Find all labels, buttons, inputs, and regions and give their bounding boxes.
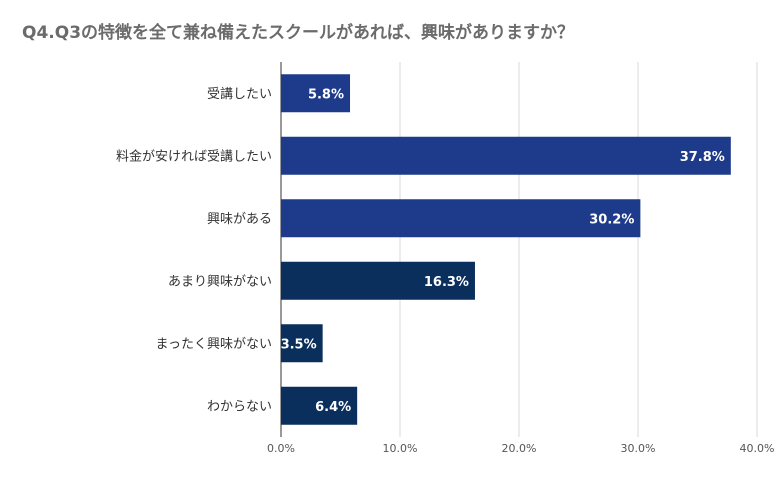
x-tick-label: 10.0% — [383, 442, 418, 455]
bar-value-label: 3.5% — [281, 337, 317, 352]
bar-value-label: 37.8% — [680, 150, 725, 165]
category-label: 興味がある — [207, 212, 272, 227]
bar-value-label: 16.3% — [424, 275, 469, 290]
bar — [281, 261, 475, 300]
category-label: あまり興味がない — [168, 274, 272, 289]
x-tick-label: 30.0% — [621, 442, 656, 455]
bar — [281, 386, 358, 425]
bar-value-label: 30.2% — [589, 212, 634, 227]
x-tick-label: 40.0% — [740, 442, 775, 455]
bar — [281, 199, 641, 238]
x-tick-label: 20.0% — [502, 442, 537, 455]
bar — [281, 74, 351, 113]
chart-title: Q4.Q3の特徴を全て兼ね備えたスクールがあれば、興味がありますか？ — [22, 23, 575, 43]
x-tick-label: 0.0% — [267, 442, 295, 455]
bar-value-label: 6.4% — [315, 400, 351, 415]
category-label: わからない — [207, 399, 272, 414]
category-label: 料金が安ければ受講したい — [116, 148, 272, 164]
category-label: 受講したい — [207, 86, 272, 102]
bar-value-label: 5.8% — [308, 87, 344, 102]
bar — [281, 136, 731, 175]
category-label: まったく興味がない — [156, 337, 272, 352]
bar — [281, 324, 323, 363]
